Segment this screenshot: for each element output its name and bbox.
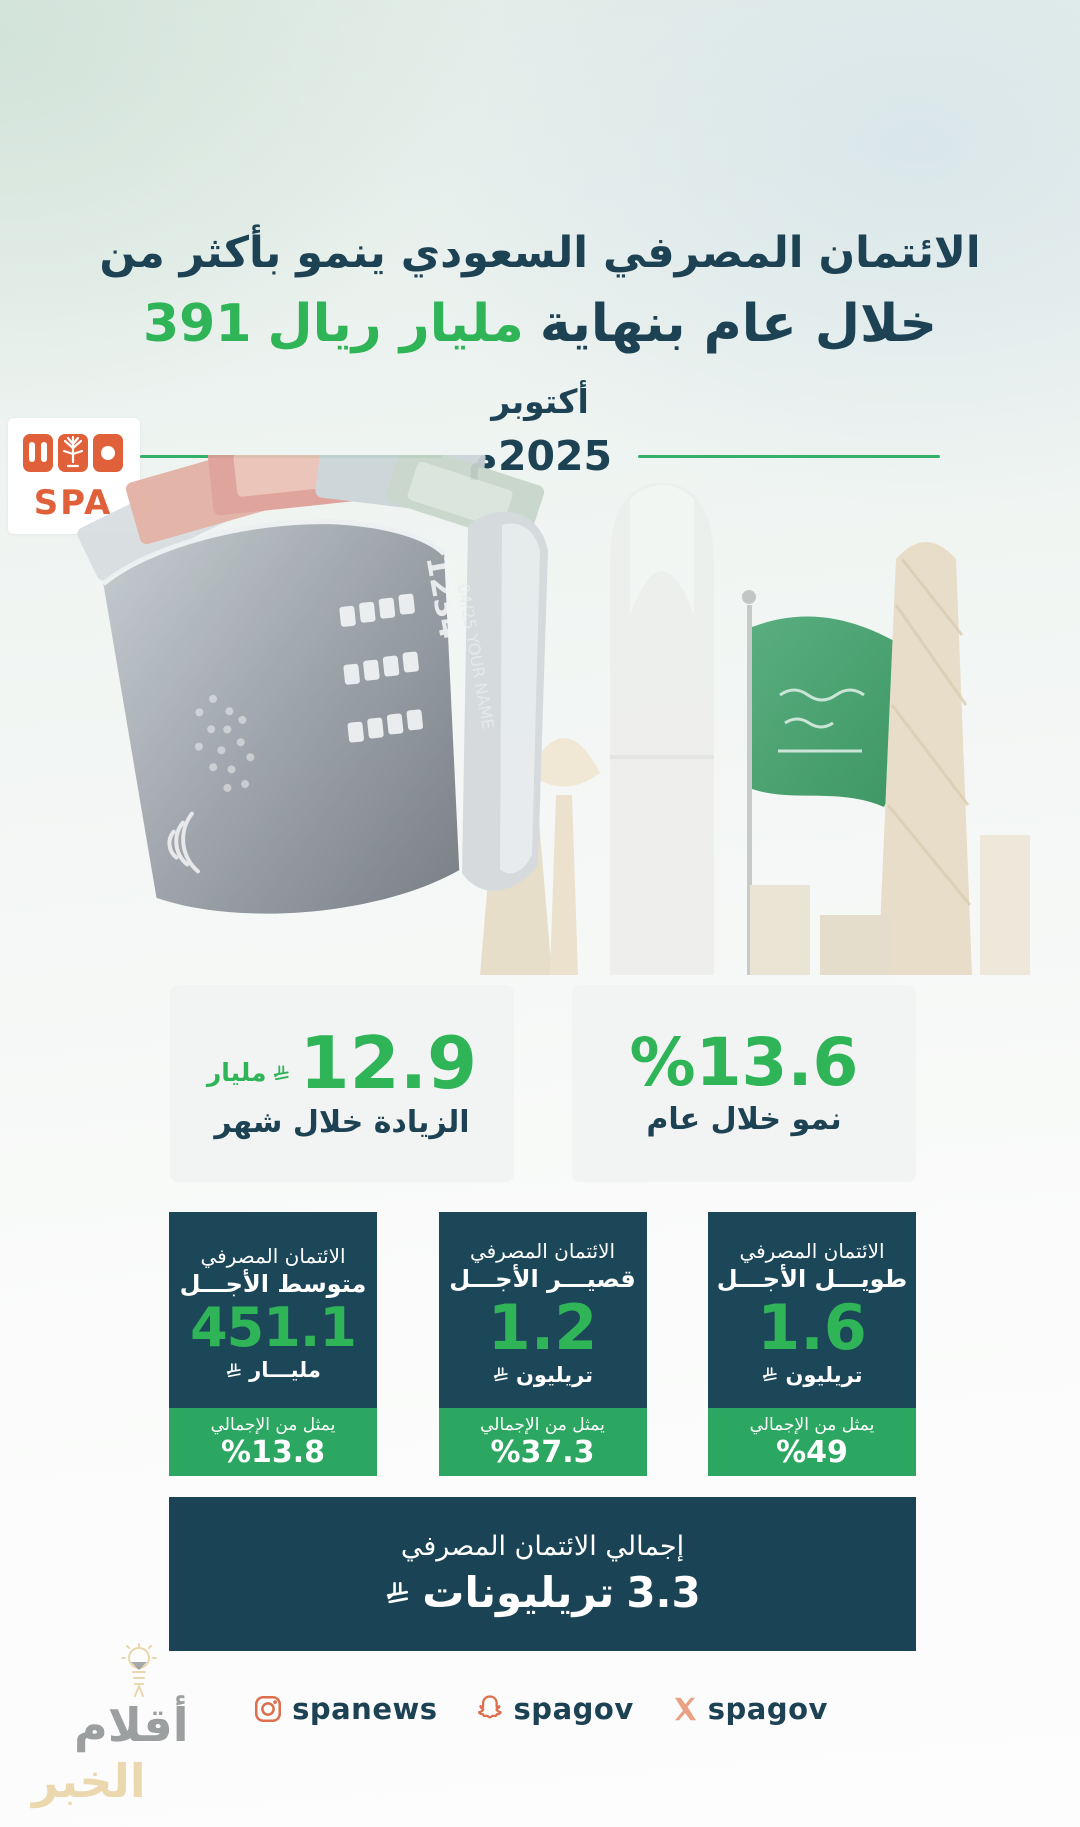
card-title: الائتمان المصرفي bbox=[469, 1239, 616, 1264]
title-month: أكتوبر bbox=[491, 382, 589, 421]
title-line2: 391 مليار ريال خلال عام بنهاية bbox=[0, 294, 1080, 354]
riyadh-skyline-credit-card-illustration: 1234 04/25 YOUR NAME bbox=[77, 455, 1030, 975]
yearly-growth-value: %13.6 bbox=[629, 1024, 859, 1101]
card-medium-term: الائتمان المصرفي متوسط الأجـــل 451.1 مل… bbox=[169, 1212, 377, 1476]
card-share-footer: يمثل من الإجمالي %13.8 bbox=[169, 1408, 377, 1476]
card-value: 451.1 bbox=[190, 1295, 357, 1359]
monthly-increase-box: مليار 12.9 الزيادة خلال شهر bbox=[170, 985, 514, 1182]
social-snapchat[interactable]: spagov bbox=[474, 1692, 634, 1726]
credit-card: 1234 04/25 YOUR NAME bbox=[101, 519, 498, 914]
riyal-symbol-icon bbox=[273, 1064, 289, 1080]
skyline-group bbox=[480, 483, 1030, 975]
title-amount-unit: مليار ريال bbox=[267, 294, 524, 354]
card-share-value: %37.3 bbox=[490, 1434, 595, 1470]
year-rule-right bbox=[638, 454, 940, 458]
total-value: 3.3 bbox=[626, 1568, 701, 1617]
riyal-symbol-icon bbox=[387, 1581, 409, 1603]
total-label: إجمالي الائتمان المصرفي bbox=[400, 1531, 685, 1562]
card-unit: مليـــار bbox=[225, 1358, 321, 1382]
card-subtitle: طويـــل الأجـــل bbox=[716, 1265, 908, 1294]
monthly-increase-unit: مليار bbox=[207, 1058, 290, 1087]
card-short-term: الائتمان المصرفي قصيـــر الأجـــل 1.2 تر… bbox=[438, 1212, 647, 1476]
snapchat-icon bbox=[477, 1695, 502, 1719]
social-handle: spagov bbox=[707, 1692, 828, 1726]
credit-cards-row: الائتمان المصرفي متوسط الأجـــل 451.1 مل… bbox=[169, 1212, 916, 1476]
card-title: الائتمان المصرفي bbox=[739, 1239, 885, 1264]
watermark-word2: الخبر bbox=[32, 1754, 146, 1808]
card-unit: تريليون bbox=[761, 1363, 863, 1387]
spa-logo: SPA bbox=[8, 418, 140, 534]
riyal-symbol-icon bbox=[226, 1363, 241, 1378]
total-unit: تريليونات bbox=[422, 1568, 615, 1617]
card-unit: تريليون bbox=[492, 1363, 593, 1387]
card-subtitle: متوسط الأجـــل bbox=[179, 1269, 367, 1298]
banknotes-group bbox=[77, 455, 545, 581]
monthly-increase-value: 12.9 bbox=[299, 1021, 478, 1105]
monthly-increase-label: الزيادة خلال شهر bbox=[214, 1105, 470, 1140]
card-value: 1.6 bbox=[757, 1291, 867, 1365]
total-value-row: تريليونات 3.3 bbox=[384, 1568, 701, 1617]
spa-logo-icon: SPA bbox=[23, 434, 123, 523]
x-icon bbox=[674, 1697, 696, 1721]
social-handle: spanews bbox=[292, 1692, 438, 1726]
card-title: الائتمان المصرفي bbox=[200, 1243, 346, 1268]
yearly-growth-box: %13.6 نمو خلال عام bbox=[572, 985, 916, 1182]
card-share-footer: يمثل من الإجمالي %37.3 bbox=[438, 1408, 647, 1476]
riyal-symbol-icon bbox=[493, 1367, 508, 1382]
riyal-symbol-icon bbox=[763, 1367, 778, 1382]
watermark-aqlam-alkhabar: أقلام الخبر bbox=[32, 1642, 224, 1827]
social-handle: spagov bbox=[513, 1692, 634, 1726]
card-share-label: يمثل من الإجمالي bbox=[210, 1414, 336, 1435]
title-line1: الائتمان المصرفي السعودي ينمو بأكثر من bbox=[99, 228, 981, 278]
card-share-label: يمثل من الإجمالي bbox=[480, 1414, 605, 1435]
social-x[interactable]: spagov bbox=[670, 1692, 828, 1726]
social-row: spanews spagov spagov bbox=[0, 1692, 1080, 1726]
card-long-term: الائتمان المصرفي طويـــل الأجـــل 1.6 تر… bbox=[708, 1212, 916, 1476]
card-value: 1.2 bbox=[487, 1291, 598, 1365]
card-share-value: %49 bbox=[776, 1434, 848, 1470]
card-subtitle: قصيـــر الأجـــل bbox=[449, 1265, 636, 1294]
total-credit-bar: إجمالي الائتمان المصرفي تريليونات 3.3 bbox=[169, 1497, 916, 1651]
yearly-growth-label: نمو خلال عام bbox=[646, 1102, 842, 1137]
card-share-label: يمثل من الإجمالي bbox=[749, 1414, 875, 1435]
svg-text:SPA: SPA bbox=[34, 483, 113, 523]
card-share-value: %13.8 bbox=[220, 1434, 326, 1470]
card-share-footer: يمثل من الإجمالي %49 bbox=[708, 1408, 916, 1476]
stats-row: مليار 12.9 الزيادة خلال شهر %13.6 نمو خل… bbox=[170, 985, 916, 1182]
title-line2-rest: خلال عام بنهاية bbox=[539, 294, 937, 354]
instagram-icon bbox=[255, 1696, 282, 1723]
title-amount-number: 391 bbox=[143, 294, 252, 354]
social-instagram[interactable]: spanews bbox=[252, 1692, 437, 1726]
